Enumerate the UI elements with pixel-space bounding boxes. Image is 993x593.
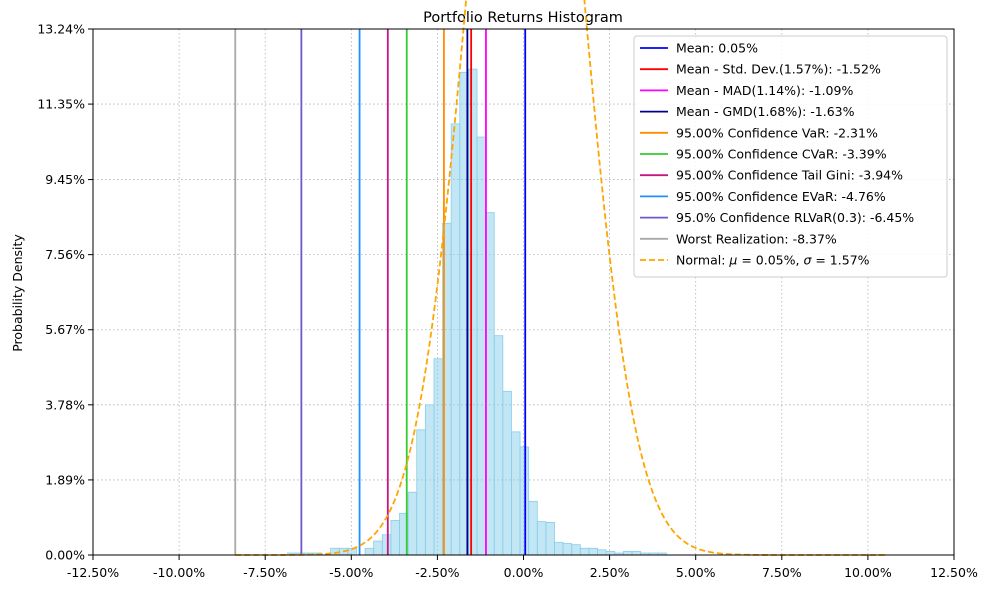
- legend-entry-label: 95.00% Confidence EVaR: -4.76%: [676, 189, 886, 204]
- histogram-bar: [424, 404, 435, 556]
- legend-entry-label: 95.00% Confidence CVaR: -3.39%: [676, 147, 887, 162]
- y-tick-label: 11.35%: [37, 97, 85, 112]
- histogram-bar: [528, 500, 538, 556]
- histogram-bar: [476, 136, 487, 556]
- histogram-bar: [381, 534, 392, 556]
- histogram-bar: [485, 212, 495, 556]
- x-tick-label: -2.50%: [415, 565, 459, 580]
- histogram-bar: [493, 335, 504, 556]
- x-tick-label: -7.50%: [243, 565, 287, 580]
- histogram-bar: [605, 551, 616, 556]
- histogram-bar: [562, 543, 573, 556]
- legend: Mean: 0.05% Mean - Std. Dev.(1.57%): -1.5…: [633, 35, 948, 278]
- y-tick-label: 0.00%: [45, 548, 85, 563]
- histogram-bar: [571, 544, 581, 556]
- legend-entry-label: Mean: 0.05%: [676, 41, 758, 56]
- legend-entry-label: Normal: μ = 0.05%, σ = 1.57%: [676, 253, 870, 268]
- x-tick-label: 7.50%: [762, 565, 802, 580]
- histogram-bar: [433, 358, 443, 556]
- histogram-bar: [407, 491, 418, 556]
- y-tick-label: 13.24%: [37, 22, 85, 37]
- histogram-bar: [536, 521, 547, 556]
- x-tick-label: -10.00%: [153, 565, 205, 580]
- x-tick-label: 2.50%: [590, 565, 630, 580]
- legend-entry-label: Worst Realization: -8.37%: [676, 231, 837, 246]
- histogram-bar: [364, 547, 375, 556]
- histogram-bar: [416, 429, 426, 556]
- y-axis-label: Probability Density: [10, 234, 25, 352]
- y-tick-label: 5.67%: [45, 322, 85, 337]
- x-tick-label: 10.00%: [844, 565, 892, 580]
- legend-entry-label: Mean - GMD(1.68%): -1.63%: [676, 104, 855, 119]
- legend-normal-part: μ: [728, 253, 737, 268]
- histogram-bar: [554, 541, 564, 556]
- chart-title: Portfolio Returns Histogram: [423, 10, 623, 26]
- histogram-bar: [545, 522, 555, 556]
- x-tick-label: 12.50%: [930, 565, 978, 580]
- legend-entry-label: 95.0% Confidence RLVaR(0.3): -6.45%: [676, 210, 914, 225]
- legend-entry-label: Mean - MAD(1.14%): -1.09%: [676, 83, 853, 98]
- y-tick-label: 7.56%: [45, 247, 85, 262]
- histogram-bar: [373, 540, 383, 556]
- legend-normal-part: = 1.57%: [811, 253, 869, 268]
- legend-entry-label: Mean - Std. Dev.(1.57%): -1.52%: [676, 62, 881, 77]
- legend-box: [633, 35, 948, 278]
- histogram-bar: [579, 547, 590, 556]
- x-axis-ticks: -12.50% -10.00% -7.50% -5.00% -2.50% 0.00% 2.5…: [67, 555, 978, 580]
- histogram-bar: [502, 390, 512, 556]
- histogram-bar: [450, 123, 461, 556]
- histogram-bar: [622, 551, 633, 556]
- legend-normal-part: σ: [803, 253, 812, 268]
- histogram-bar: [597, 549, 607, 556]
- histogram-bar: [631, 551, 641, 556]
- y-tick-label: 9.45%: [45, 172, 85, 187]
- x-tick-label: -5.00%: [329, 565, 373, 580]
- risk-measure-lines: [234, 29, 527, 555]
- y-tick-label: 3.78%: [45, 397, 85, 412]
- x-tick-label: 0.00%: [504, 565, 544, 580]
- histogram-bar: [390, 520, 400, 556]
- legend-normal-part: Normal:: [676, 253, 729, 268]
- histogram-bar: [588, 547, 598, 556]
- y-tick-label: 1.89%: [45, 472, 85, 487]
- legend-entry-label: 95.00% Confidence VaR: -2.31%: [676, 125, 878, 140]
- x-tick-label: 5.00%: [676, 565, 716, 580]
- legend-normal-part: = 0.05%,: [737, 253, 803, 268]
- y-axis-ticks: 0.00% 1.89% 3.78% 5.67% 7.56% 9.45% 11.35% 13.2…: [37, 22, 93, 563]
- histogram-bar: [467, 68, 478, 556]
- histogram-bar: [511, 431, 521, 556]
- x-tick-label: -12.50%: [67, 565, 119, 580]
- legend-entry-label: 95.00% Confidence Tail Gini: -3.94%: [676, 168, 903, 183]
